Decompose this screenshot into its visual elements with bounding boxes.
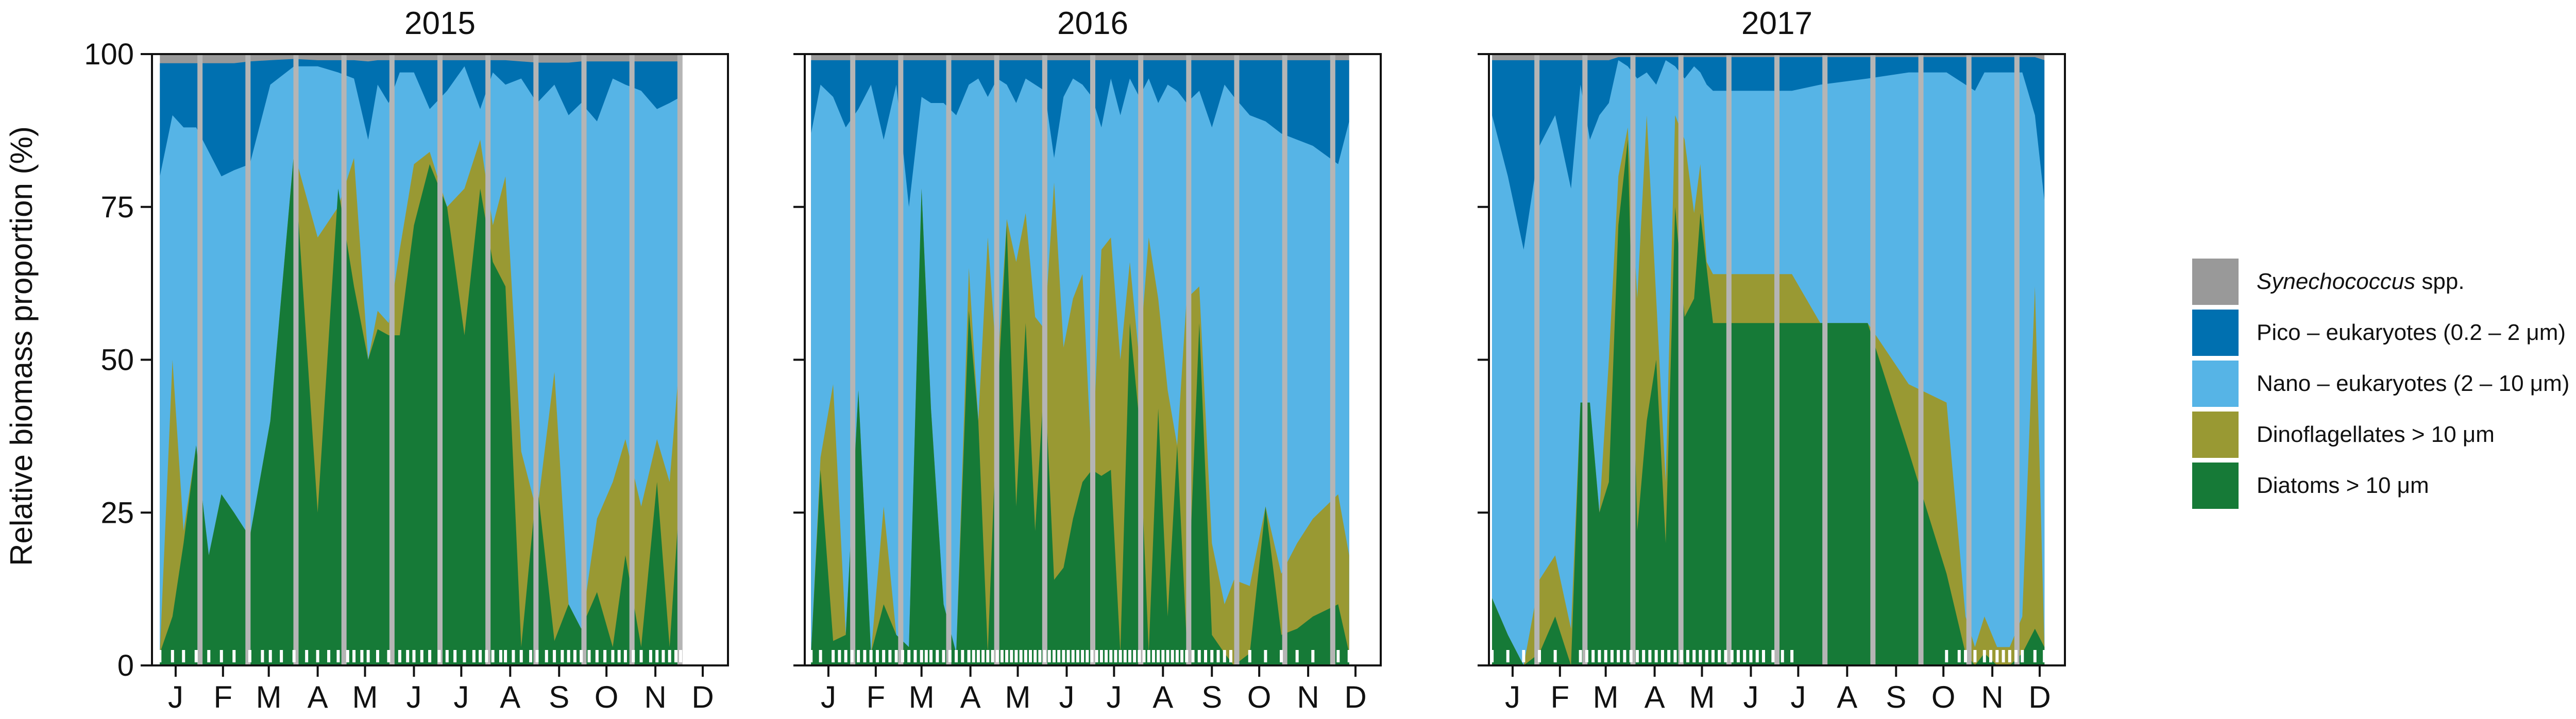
legend-label-synechococcus: spp. xyxy=(2415,268,2465,294)
legend-swatch-synechococcus xyxy=(2192,258,2239,305)
x-tick-label: A xyxy=(308,680,328,714)
x-tick-label: J xyxy=(1505,680,1520,714)
legend-swatch-diatoms xyxy=(2192,462,2239,509)
x-tick-label: S xyxy=(1201,680,1222,714)
y-tick-label: 50 xyxy=(100,344,134,377)
legend-label-dino: Dinoflagellates > 10 μm xyxy=(2257,421,2495,447)
y-tick-label: 25 xyxy=(100,496,134,529)
x-tick-label: D xyxy=(691,680,714,714)
x-tick-label: M xyxy=(352,680,378,714)
x-tick-label: M xyxy=(1593,680,1619,714)
legend-swatch-pico xyxy=(2192,309,2239,356)
legend-swatch-dino xyxy=(2192,411,2239,458)
x-tick-label: A xyxy=(1645,680,1665,714)
x-tick-label: D xyxy=(2028,680,2050,714)
x-tick-label: N xyxy=(1981,680,2003,714)
x-tick-label: S xyxy=(549,680,569,714)
x-tick-label: D xyxy=(1344,680,1366,714)
x-tick-label: O xyxy=(1247,680,1272,714)
x-tick-label: M xyxy=(1689,680,1715,714)
panel-title: 2016 xyxy=(1057,6,1128,41)
y-tick-label: 100 xyxy=(84,38,134,71)
area-dino-2016 xyxy=(811,182,1349,665)
x-tick-label: J xyxy=(453,680,469,714)
x-tick-label: A xyxy=(960,680,981,714)
legend-label-diatoms: Diatoms > 10 μm xyxy=(2257,472,2429,498)
legend-swatch-nano xyxy=(2192,360,2239,407)
x-tick-label: J xyxy=(168,680,183,714)
legend-item-synechococcus: Synechococcus spp. xyxy=(2192,256,2576,307)
legend: Synechococcus spp. Pico – eukaryotes (0.… xyxy=(2192,256,2576,511)
area-diatoms-2016 xyxy=(811,189,1349,665)
legend-item-pico: Pico – eukaryotes (0.2 – 2 μm) xyxy=(2192,307,2576,358)
x-tick-label: N xyxy=(1297,680,1319,714)
x-tick-label: F xyxy=(1551,680,1570,714)
legend-item-nano: Nano – eukaryotes (2 – 10 μm) xyxy=(2192,358,2576,409)
panel-title: 2017 xyxy=(1741,6,1812,41)
x-tick-label: J xyxy=(1059,680,1074,714)
x-tick-label: A xyxy=(1153,680,1173,714)
x-tick-label: M xyxy=(1005,680,1031,714)
x-tick-label: F xyxy=(214,680,233,714)
x-tick-label: J xyxy=(821,680,836,714)
x-tick-label: J xyxy=(406,680,421,714)
legend-label-pico: Pico – eukaryotes (0.2 – 2 μm) xyxy=(2257,319,2566,345)
x-tick-label: O xyxy=(595,680,619,714)
legend-item-dino: Dinoflagellates > 10 μm xyxy=(2192,409,2576,460)
x-tick-label: A xyxy=(1837,680,1857,714)
legend-label-synechococcus-italic: Synechococcus xyxy=(2257,268,2416,294)
x-tick-label: F xyxy=(867,680,886,714)
x-tick-label: A xyxy=(500,680,520,714)
legend-label-nano: Nano – eukaryotes (2 – 10 μm) xyxy=(2257,370,2570,396)
y-axis-label: Relative biomass proportion (%) xyxy=(4,126,39,566)
legend-item-diatoms: Diatoms > 10 μm xyxy=(2192,460,2576,511)
x-tick-label: S xyxy=(1886,680,1906,714)
x-tick-label: M xyxy=(909,680,935,714)
y-tick-label: 0 xyxy=(117,649,134,682)
x-tick-label: O xyxy=(1931,680,1956,714)
area-diatoms-2015 xyxy=(160,151,681,665)
x-tick-label: J xyxy=(1106,680,1122,714)
x-tick-label: J xyxy=(1790,680,1806,714)
area-diatoms-2017 xyxy=(1492,140,2045,665)
x-tick-label: N xyxy=(644,680,666,714)
panel-title: 2015 xyxy=(404,6,476,41)
x-tick-label: J xyxy=(1743,680,1758,714)
x-tick-label: M xyxy=(256,680,282,714)
y-tick-label: 75 xyxy=(100,191,134,224)
